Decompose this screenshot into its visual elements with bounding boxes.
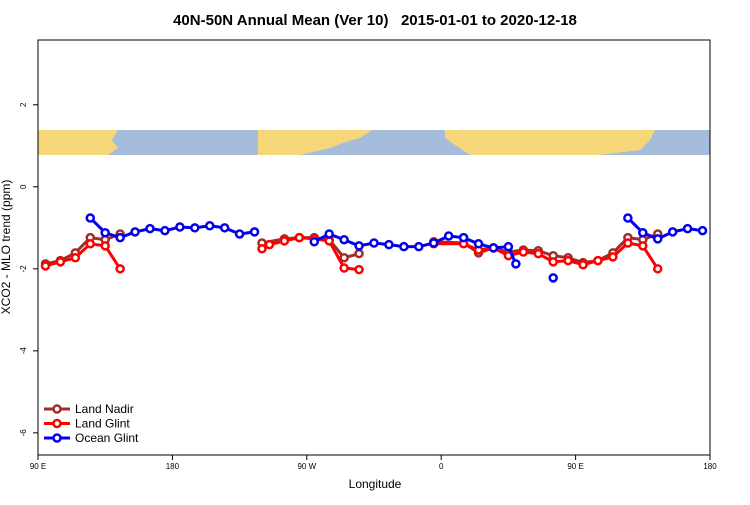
x-tick-label: 180 [703,462,717,471]
data-point [488,243,499,253]
data-point [593,255,603,266]
data-point [369,238,379,248]
data-point [414,241,424,252]
data-point [145,223,155,234]
data-point [160,225,170,236]
data-point [608,252,618,262]
data-point [339,253,349,263]
data-point [443,231,454,241]
data-point [458,232,469,243]
x-tick-label: 90 E [567,462,583,471]
data-point [623,238,633,248]
data-point [697,225,708,236]
data-point [339,263,349,273]
data-point [652,234,663,244]
data-point [85,239,96,249]
y-tick-label: 0 [19,184,28,189]
data-point [130,227,140,237]
legend-label: Land Nadir [75,402,134,416]
data-point [115,232,125,243]
data-point [511,259,521,269]
x-tick-label: 180 [166,462,180,471]
data-point [354,248,364,259]
land-eurasia [445,130,655,155]
data-point [100,241,110,251]
data-point [40,261,51,271]
data-point [309,237,320,247]
data-point [563,255,573,266]
data-point [533,248,544,259]
data-point [652,264,663,274]
legend-label: Land Glint [75,417,130,431]
chart-title: 40N-50N Annual Mean (Ver 10) 2015-01-01 … [173,12,577,29]
legend-marker [52,418,62,429]
legend-label: Ocean Glint [75,431,139,445]
data-point [548,257,558,267]
data-point [175,222,185,232]
data-point [339,234,349,245]
data-point [264,239,275,250]
data-point [234,229,245,239]
x-axis-label: Longitude [349,477,402,491]
x-tick-label: 0 [439,462,444,471]
data-point [55,257,66,267]
data-point [115,264,125,274]
data-point [399,241,409,252]
data-point [204,221,215,231]
data-point [667,227,678,237]
y-tick-label: -2 [19,265,28,273]
data-point [428,238,439,248]
y-tick-label: 2 [19,102,28,107]
data-point [219,223,230,233]
x-tick-label: 90 E [30,462,46,471]
data-point [279,236,290,246]
y-axis-label: XCO2 - MLO trend (ppm) [0,180,13,315]
data-point [190,223,200,233]
data-point [518,247,529,257]
legend-marker [52,404,62,414]
data-point [638,227,648,238]
data-point [294,232,305,243]
map-strip [38,130,710,155]
land-america [258,130,372,155]
land-asia [38,130,118,155]
y-tick-label: -6 [19,429,28,437]
data-point [384,239,394,250]
data-point [548,273,558,283]
data-point [354,264,364,275]
data-point [249,227,260,237]
data-point [503,241,514,252]
data-point [70,253,81,263]
x-tick-label: 90 W [297,462,316,471]
data-point [257,243,267,254]
legend-marker [52,433,62,443]
data-point [100,227,110,238]
data-point [85,213,96,223]
data-point [623,213,633,223]
data-point [578,259,588,270]
data-point [354,241,364,251]
data-point [638,241,648,251]
data-point [473,239,484,249]
data-point [682,223,693,234]
plot-frame [37,39,711,456]
y-tick-label: -4 [19,347,28,355]
data-point [324,229,334,239]
